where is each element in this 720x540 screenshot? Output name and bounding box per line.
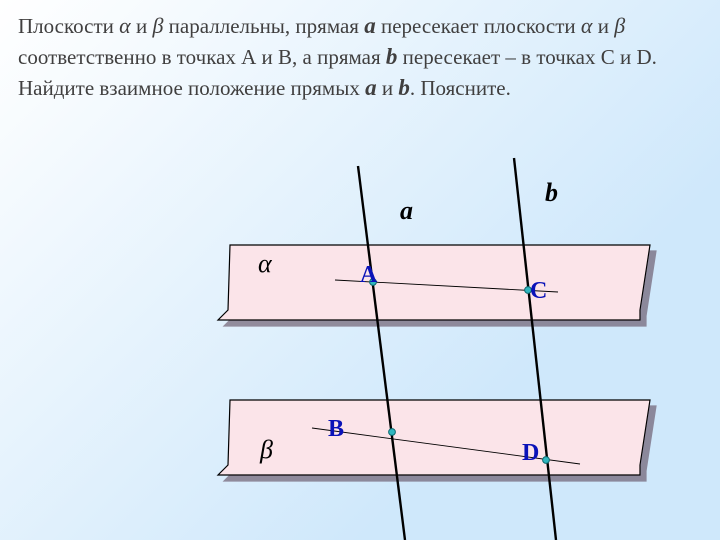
point-b	[389, 429, 396, 436]
plane-beta-label: β	[259, 435, 273, 464]
slide: Плоскости α и β параллельны, прямая a пе…	[0, 0, 720, 540]
point-d-label: D	[522, 440, 539, 467]
point-a-label: A	[360, 262, 377, 289]
line-a-label: a	[400, 196, 413, 226]
line-a	[358, 166, 405, 540]
line-b	[514, 158, 556, 540]
plane-beta	[218, 400, 650, 475]
plane-alpha	[218, 245, 650, 320]
line-b-label: b	[545, 178, 558, 208]
point-d	[543, 457, 550, 464]
plane-alpha-label: α	[258, 249, 273, 278]
point-b-label: B	[328, 416, 344, 443]
point-c-label: C	[530, 278, 547, 305]
